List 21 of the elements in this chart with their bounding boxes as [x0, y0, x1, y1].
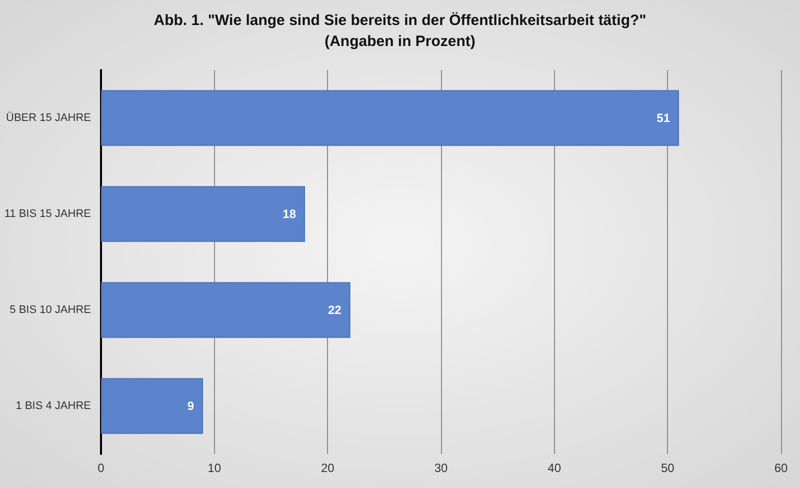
y-tick-label: 11 BIS 15 JAHRE: [4, 208, 91, 220]
y-tick-label: 1 BIS 4 JAHRE: [16, 400, 91, 412]
y-tick-label: ÜBER 15 JAHRE: [6, 111, 91, 124]
x-tick-label: 60: [774, 461, 788, 475]
x-tick-label: 10: [208, 461, 222, 475]
chart-title: Abb. 1. "Wie lange sind Sie bereits in der Öffentlichkeitsarbeit tätig?": [154, 12, 646, 29]
data-label: 22: [328, 303, 342, 317]
chart-subtitle: (Angaben in Prozent): [324, 33, 476, 50]
bar: [101, 378, 203, 434]
data-label: 18: [282, 207, 296, 221]
bar: [101, 282, 350, 338]
y-tick-label: 5 BIS 10 JAHRE: [10, 304, 91, 316]
data-label: 9: [187, 399, 194, 413]
data-label: 51: [656, 111, 670, 125]
bar: [101, 186, 305, 242]
x-tick-label: 30: [434, 461, 448, 475]
x-tick-label: 0: [98, 461, 105, 475]
x-tick-label: 20: [320, 461, 335, 475]
bar: [101, 90, 679, 146]
x-tick-label: 40: [548, 461, 562, 475]
x-tick-label: 50: [660, 461, 675, 475]
